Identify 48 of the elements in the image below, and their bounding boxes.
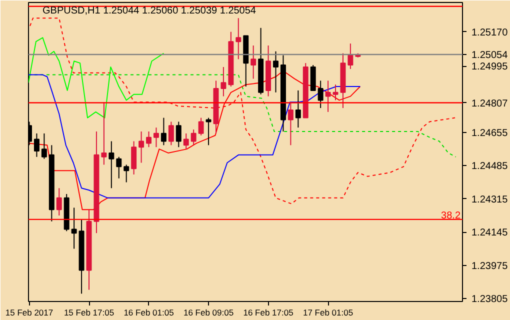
candlestick [146, 130, 152, 148]
candlestick [348, 43, 354, 70]
y-tick-label: 1.23975 [472, 260, 508, 272]
candlestick [176, 121, 182, 148]
x-tick-label: 16 Feb 09:05 [183, 308, 234, 318]
x-tick-label: 16 Feb 01:05 [124, 308, 174, 318]
candlestick [318, 80, 324, 109]
candlestick [310, 64, 316, 91]
candlestick [183, 132, 189, 150]
candlestick [250, 44, 256, 80]
y-tick-label: 1.24485 [472, 161, 508, 172]
candlestick [116, 156, 122, 179]
y-tick-label: 1.24145 [472, 228, 508, 239]
y-tick-label: 1.23805 [472, 294, 508, 306]
candlestick [56, 188, 62, 216]
candlestick [273, 50, 278, 93]
x-tick-label: 16 Feb 17:05 [243, 308, 294, 318]
y-tick-label: 1.24995 [472, 62, 508, 73]
y-tick-label: 1.25170 [472, 27, 508, 38]
candlestick [153, 127, 159, 148]
x-tick-label: 17 Feb 01:05 [302, 308, 354, 318]
candlestick [190, 129, 196, 146]
candlestick [124, 164, 130, 183]
candlestick [220, 66, 226, 97]
candlestick [108, 140, 114, 189]
candlestick [236, 18, 242, 60]
x-tick-label: 15 Feb 2017 [5, 308, 54, 318]
candlestick [332, 84, 338, 101]
candlestick [168, 121, 174, 146]
candlestick [41, 132, 47, 160]
candlestick [160, 117, 166, 146]
y-tick-label: 1.25054 [472, 50, 508, 61]
candlestick [131, 140, 137, 175]
candlestick [288, 102, 294, 146]
y-tick-label: 1.24807 [472, 98, 508, 110]
x-tick-label: 15 Feb 17:05 [64, 308, 114, 318]
chart-title: GBPUSD,H1 1.25044 1.25060 1.25039 1.25054 [42, 6, 256, 16]
candlestick [71, 207, 77, 250]
candlestick [34, 132, 40, 158]
candlestick [325, 80, 331, 112]
y-tick-label: 1.24655 [472, 128, 508, 139]
annotation: 38.2 [441, 210, 461, 222]
candlestick [198, 117, 204, 136]
candlestick [101, 102, 107, 166]
y-tick-label: 1.24315 [472, 194, 508, 206]
line-series [28, 37, 164, 118]
candlestick [138, 130, 144, 164]
candlestick [295, 90, 301, 128]
